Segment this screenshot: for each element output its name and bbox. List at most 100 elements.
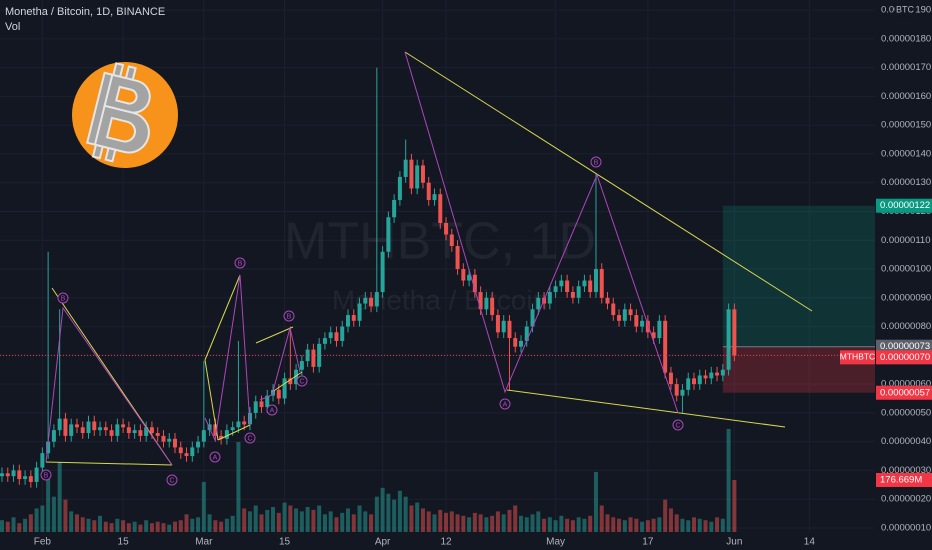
volume-bar [201,481,206,532]
volume-bar [709,521,714,532]
wave-circle [499,398,511,410]
volume-bar [449,511,454,532]
candle-body [351,315,356,321]
candle-body [501,320,506,333]
candle-body [317,343,322,367]
wave-circle [209,451,221,463]
volume-bar [328,511,333,532]
wave-label: A [503,401,508,408]
volume-bar [294,508,299,532]
volume-bar [28,514,33,532]
candle-body [657,320,662,339]
candle-body [213,424,218,436]
price-tag [876,339,932,354]
candle-body [547,292,552,304]
price-tag [876,472,932,487]
currency-box [895,4,915,17]
candle-body [640,320,645,327]
candle-body [63,418,68,436]
chart-title: Monetha / Bitcoin, 1D, BINANCE [5,6,165,18]
candle-body [282,378,287,399]
watermark-subtitle: Monetha / Bitcoin [332,284,548,315]
volume-bar [657,517,662,532]
candle-body [622,309,627,321]
candle-body [311,349,316,367]
candle-body [0,473,4,477]
candle-body [420,165,425,183]
x-tick-label: 17 [642,537,654,548]
candle-body [40,453,45,468]
volume-bar [144,520,149,532]
trend-line [217,424,251,441]
logo-part [93,104,150,154]
volume-bar [397,490,402,532]
volume-bar [340,512,345,532]
wave-circle [166,474,178,486]
volume-bar [213,520,218,532]
wave-circle [283,310,295,322]
volume-bar [259,514,264,532]
candle-body [265,395,270,408]
price-tag [876,350,932,365]
candle-body [132,430,137,434]
candle-body [686,378,691,390]
volume-bar [570,520,575,532]
candle-body [115,424,120,436]
candle-body [519,340,523,347]
candle-body [334,332,339,341]
volume-bar [126,523,131,532]
candle-body [173,438,177,448]
candle-body [196,441,201,448]
candle-body [69,424,74,436]
volume [0,428,737,532]
trend-line [255,326,294,344]
wave-label: B [594,159,599,166]
x-tick-label: 14 [804,537,816,548]
volume-bar [559,515,564,532]
wave-label: C [675,422,680,429]
candle-body [397,176,402,200]
volume-bar [57,461,62,532]
candle-body [403,159,408,177]
candle-body [478,292,483,310]
volume-bar [472,512,477,532]
volume-bar [288,505,293,532]
volume-bar [593,471,598,532]
wave-circle [296,375,308,387]
time-axis-background [0,534,875,550]
candle-body [276,389,281,399]
candle-body [432,194,437,200]
wave-labels: B B C A B C A B C A B C [40,156,684,486]
x-tick-label: Mar [195,537,213,548]
volume-bar [184,514,189,532]
wave-label: A [213,454,218,461]
volume-bar [420,508,425,532]
volume-bar [426,511,431,532]
x-tick-label: 15 [118,537,130,548]
candle-body [392,199,397,218]
wave-circle [672,419,684,431]
volume-bar [173,521,177,532]
candle-body [536,297,541,310]
volume-bar [363,511,368,532]
y-tick-label: 0.00000030 [881,465,931,476]
y-tick-label: 0.00000010 [881,522,931,533]
wave-circle [266,404,278,416]
volume-bar [224,518,229,532]
bitcoin-logo [72,62,178,168]
candle-body [92,421,97,431]
volume-bar [403,496,408,532]
candle-body [692,378,696,385]
volume-bar [80,517,85,532]
candle-body [86,421,91,434]
price-tag-label: 0.00000070 [880,352,930,363]
volume-bar [305,506,310,532]
y-tick-label: 0.00000180 [881,33,931,44]
candle-body [530,309,535,327]
volume-bar [74,514,79,532]
candle-body [628,309,633,316]
candle-body [697,375,702,385]
volume-bar [51,496,56,532]
y-tick-label: 0.00000140 [881,148,931,159]
candle-body [715,372,720,376]
